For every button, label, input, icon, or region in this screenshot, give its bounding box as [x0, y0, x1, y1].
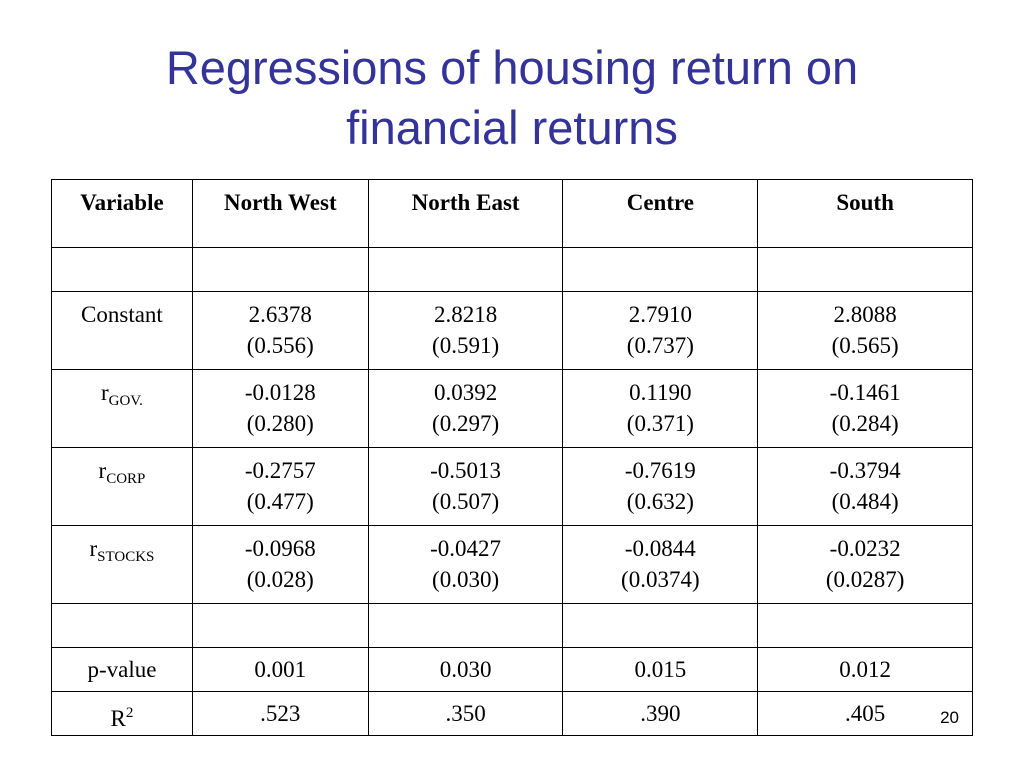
- standard-error: (0.556): [246, 333, 314, 358]
- cell-r-squared-north-west: .523: [191, 691, 369, 736]
- cell-p-value-north-west: 0.001: [191, 647, 369, 692]
- standard-error: (0.028): [246, 567, 314, 592]
- page-number: 20: [940, 708, 959, 727]
- row-label-symbol: R: [110, 706, 126, 731]
- blank-row: [51, 247, 973, 292]
- table-row-r-corp: rCORP -0.2757 (0.477) -0.5013 (0.507) -0…: [51, 447, 973, 526]
- table-header-row: Variable North West North East Centre So…: [51, 179, 973, 248]
- standard-error: (0.0374): [621, 567, 700, 592]
- cell-r-stocks-south: -0.0232 (0.0287): [757, 525, 973, 604]
- row-label-r-stocks: rSTOCKS: [51, 525, 193, 604]
- standard-error: (0.0287): [825, 567, 905, 592]
- standard-error: (0.591): [432, 333, 500, 358]
- empty-cell: [51, 603, 193, 648]
- coefficient-value: 2.8088: [833, 302, 897, 327]
- empty-cell: [367, 603, 564, 648]
- coefficient-value: -0.5013: [430, 458, 502, 483]
- cell-constant-north-east: 2.8218 (0.591): [367, 291, 564, 370]
- coefficient-value: 0.1190: [629, 380, 692, 405]
- row-label-symbol: r: [98, 458, 107, 483]
- empty-cell: [191, 603, 369, 648]
- empty-cell: [191, 247, 369, 292]
- empty-cell: [562, 603, 759, 648]
- coefficient-value: 0.0392: [433, 380, 498, 405]
- table-row-r-stocks: rSTOCKS -0.0968 (0.028) -0.0427 (0.030) …: [51, 525, 973, 604]
- coefficient-value: 2.8218: [433, 302, 498, 327]
- table-row-constant: Constant 2.6378 (0.556) 2.8218 (0.591) 2…: [51, 291, 973, 370]
- coefficient-value: -0.0427: [430, 536, 502, 561]
- column-header-centre: Centre: [562, 179, 759, 248]
- column-header-north-west: North West: [191, 179, 369, 248]
- regression-table: Variable North West North East Centre So…: [51, 179, 973, 736]
- table-row-r-squared: R2 .523 .350 .390 .405: [51, 691, 973, 736]
- standard-error: (0.477): [246, 489, 314, 514]
- coefficient-value: 2.7910: [628, 302, 692, 327]
- row-label-subscript: GOV.: [108, 393, 143, 409]
- cell-r-stocks-centre: -0.0844 (0.0374): [562, 525, 759, 604]
- row-label-p-value: p-value: [51, 647, 193, 692]
- row-label-superscript: 2: [125, 705, 134, 721]
- standard-error: (0.565): [831, 333, 899, 358]
- standard-error: (0.371): [626, 411, 694, 436]
- row-label-constant: Constant: [51, 291, 193, 370]
- row-label-symbol: r: [100, 380, 109, 405]
- coefficient-value: -0.1461: [829, 380, 901, 405]
- column-header-north-east: North East: [367, 179, 564, 248]
- coefficient-value: -0.3794: [829, 458, 901, 483]
- column-header-variable: Variable: [51, 179, 193, 248]
- coefficient-value: 2.6378: [248, 302, 312, 327]
- coefficient-value: -0.2757: [244, 458, 316, 483]
- coefficient-value: -0.0128: [244, 380, 316, 405]
- cell-constant-centre: 2.7910 (0.737): [562, 291, 759, 370]
- row-label-symbol: r: [89, 536, 98, 561]
- cell-r-squared-centre: .390: [562, 691, 759, 736]
- cell-r-squared-south: .405: [757, 691, 973, 736]
- coefficient-value: -0.0844: [624, 536, 696, 561]
- row-label-subscript: STOCKS: [97, 549, 155, 565]
- cell-p-value-centre: 0.015: [562, 647, 759, 692]
- empty-cell: [51, 247, 193, 292]
- standard-error: (0.280): [246, 411, 314, 436]
- empty-cell: [562, 247, 759, 292]
- cell-r-corp-south: -0.3794 (0.484): [757, 447, 973, 526]
- blank-row: [51, 603, 973, 648]
- empty-cell: [367, 247, 564, 292]
- standard-error: (0.632): [626, 489, 694, 514]
- cell-r-gov-centre: 0.1190 (0.371): [562, 369, 759, 448]
- row-label-r-corp: rCORP: [51, 447, 193, 526]
- column-header-south: South: [757, 179, 973, 248]
- row-label-subscript: CORP: [106, 471, 146, 487]
- slide-title-line-1: Regressions of housing return on: [165, 41, 859, 94]
- cell-r-gov-north-east: 0.0392 (0.297): [367, 369, 564, 448]
- cell-constant-south: 2.8088 (0.565): [757, 291, 973, 370]
- slide-title: Regressions of housing return on financi…: [40, 38, 984, 158]
- cell-r-corp-centre: -0.7619 (0.632): [562, 447, 759, 526]
- standard-error: (0.284): [831, 411, 899, 436]
- cell-r-stocks-north-east: -0.0427 (0.030): [367, 525, 564, 604]
- slide-title-line-2: financial returns: [346, 101, 678, 154]
- standard-error: (0.030): [432, 567, 500, 592]
- cell-r-stocks-north-west: -0.0968 (0.028): [191, 525, 369, 604]
- standard-error: (0.737): [626, 333, 694, 358]
- standard-error: (0.484): [831, 489, 899, 514]
- coefficient-value: -0.0232: [829, 536, 901, 561]
- standard-error: (0.507): [432, 489, 500, 514]
- cell-r-corp-north-east: -0.5013 (0.507): [367, 447, 564, 526]
- coefficient-value: -0.0968: [244, 536, 316, 561]
- table-row-p-value: p-value 0.001 0.030 0.015 0.012: [51, 647, 973, 692]
- cell-r-squared-north-east: .350: [367, 691, 564, 736]
- cell-r-corp-north-west: -0.2757 (0.477): [191, 447, 369, 526]
- row-label-r-gov: rGOV.: [51, 369, 193, 448]
- coefficient-value: -0.7619: [624, 458, 696, 483]
- cell-r-gov-north-west: -0.0128 (0.280): [191, 369, 369, 448]
- cell-constant-north-west: 2.6378 (0.556): [191, 291, 369, 370]
- cell-r-gov-south: -0.1461 (0.284): [757, 369, 973, 448]
- empty-cell: [757, 603, 973, 648]
- cell-p-value-south: 0.012: [757, 647, 973, 692]
- standard-error: (0.297): [432, 411, 500, 436]
- table-row-r-gov: rGOV. -0.0128 (0.280) 0.0392 (0.297) 0.1…: [51, 369, 973, 448]
- empty-cell: [757, 247, 973, 292]
- row-label-r-squared: R2: [51, 691, 193, 736]
- cell-p-value-north-east: 0.030: [367, 647, 564, 692]
